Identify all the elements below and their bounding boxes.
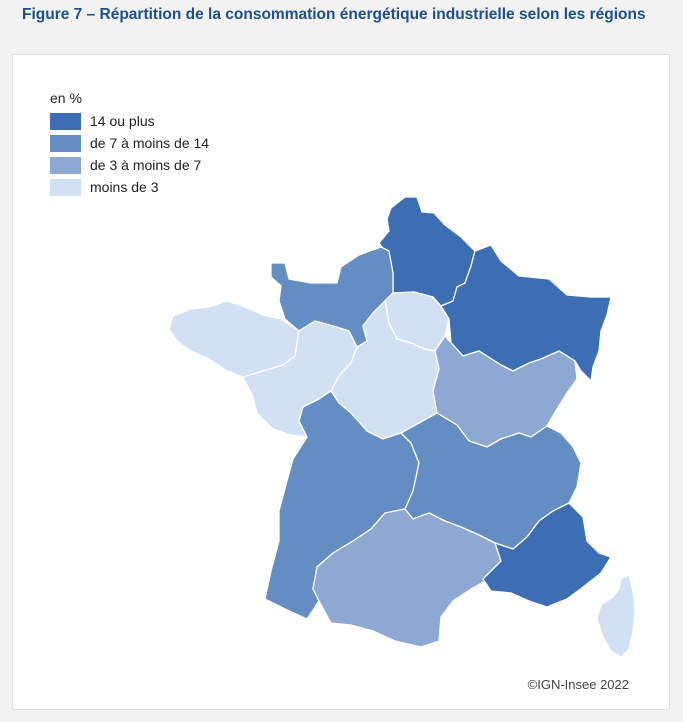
region-provence-alpes-cote-d-azur[interactable]: [482, 502, 612, 608]
legend-label: 14 ou plus: [90, 113, 155, 129]
legend-item: moins de 3: [50, 176, 209, 198]
legend-swatch: [50, 156, 81, 174]
legend-swatch: [50, 178, 81, 196]
legend-swatch: [50, 112, 81, 130]
legend-swatch: [50, 134, 81, 152]
legend-item: de 3 à moins de 7: [50, 154, 209, 176]
source-credit: ©IGN-Insee 2022: [527, 677, 629, 692]
legend-item: de 7 à moins de 14: [50, 132, 209, 154]
figure-title: Figure 7 – Répartition de la consommatio…: [22, 6, 646, 23]
region-corse[interactable]: [596, 574, 636, 658]
legend: en % 14 ou plus de 7 à moins de 14 de 3 …: [50, 90, 209, 198]
legend-label: de 3 à moins de 7: [90, 157, 202, 173]
map-panel: en % 14 ou plus de 7 à moins de 14 de 3 …: [12, 54, 670, 710]
legend-label: moins de 3: [90, 179, 159, 195]
france-regions-map: [168, 196, 636, 658]
legend-label: de 7 à moins de 14: [90, 135, 210, 151]
legend-item: 14 ou plus: [50, 110, 209, 132]
legend-title: en %: [50, 90, 82, 106]
page-footer-strip: [0, 716, 683, 722]
